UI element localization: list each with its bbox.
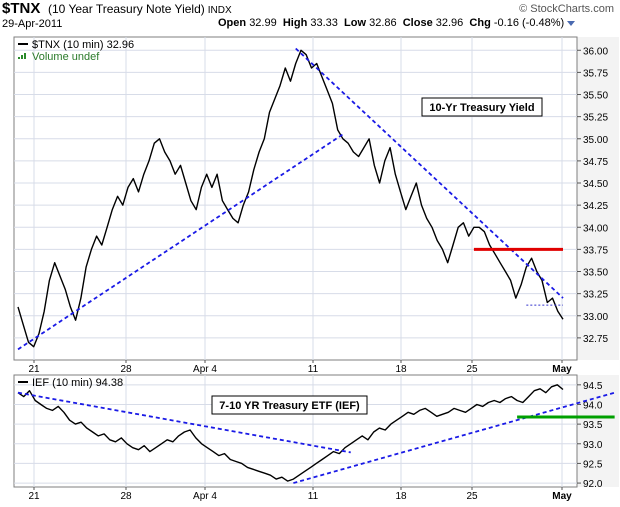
y-tick-label: 94.0 [583, 400, 603, 411]
open-label: Open [218, 17, 247, 29]
chart-panel-1: 36.00 35.75 35.50 35.25 35.00 34.75 34.50 34.25… [13, 36, 619, 375]
volume-bar [18, 57, 20, 59]
y-tick-label: 34.00 [583, 223, 608, 234]
symbol-label: $TNX [2, 0, 41, 17]
y-tick-label: 34.50 [583, 179, 608, 190]
x-tick-label: 28 [120, 491, 132, 502]
trendline [17, 391, 351, 454]
plot-area [13, 36, 578, 361]
high-label: High [282, 17, 308, 29]
x-tick-label: Apr 4 [193, 364, 217, 375]
annotation-label: 7-10 YR Treasury ETF (IEF) [219, 400, 360, 412]
y-tick-label: 35.25 [583, 113, 608, 124]
y-tick-label: 93.5 [583, 420, 603, 431]
legend-entry: IEF (10 min) 94.38 [32, 377, 123, 389]
x-tick-label: May [552, 364, 572, 375]
close-value: 32.96 [435, 17, 464, 29]
open-value: 32.99 [249, 17, 277, 29]
y-tick-label: 34.25 [583, 201, 608, 212]
y-tick-label: 33.00 [583, 312, 608, 323]
high-value: 33.33 [310, 17, 338, 29]
x-tick-label: 25 [466, 364, 478, 375]
y-tick-label: 92.0 [583, 479, 603, 490]
y-tick-label: 35.50 [583, 91, 608, 102]
y-tick-label: 34.75 [583, 157, 608, 168]
trendline [17, 133, 344, 351]
low-value: 32.86 [369, 17, 397, 29]
volume-bars-icon [18, 53, 26, 59]
chg-value: -0.16 (-0.48%) [493, 17, 565, 29]
annotation-label: 10-Yr Treasury Yield [429, 102, 534, 114]
chart-panel-2: 94.5 94.0 93.5 93.0 92.5 92.0 21 28 Apr 4 11 18 25 M… [13, 374, 619, 502]
x-tick-label: May [552, 491, 572, 502]
annotation-box [421, 97, 543, 117]
chart-header: $TNX (10 Year Treasury Note Yield) INDX 2… [0, 0, 620, 36]
legend-entry: Volume undef [32, 51, 100, 63]
ohlc-readout: Open 32.99 High 33.33 Low 32.86 Close 32… [218, 17, 564, 29]
x-tick-label: 28 [120, 364, 132, 375]
x-tick-label: 21 [28, 364, 40, 375]
volume-bar [24, 53, 26, 59]
annotation-box [211, 395, 368, 415]
exchange-label: INDX [207, 5, 232, 16]
y-tick-label: 33.50 [583, 268, 608, 279]
chart-date: 29-Apr-2011 [2, 18, 63, 30]
close-label: Close [402, 17, 433, 29]
x-tick-label: 25 [466, 491, 478, 502]
y-tick-label: 33.25 [583, 290, 608, 301]
brand-label: © StockCharts.com [519, 3, 614, 15]
y-tick-label: 35.00 [583, 135, 608, 146]
x-tick-label: 11 [308, 491, 319, 502]
symbol-name: (10 Year Treasury Note Yield) INDX [48, 2, 232, 16]
plot-area [13, 374, 578, 488]
y-tick-label: 32.75 [583, 334, 608, 345]
y-tick-label: 94.5 [583, 381, 603, 392]
price-series-line [17, 49, 564, 348]
symbol-fullname: (10 Year Treasury Note Yield) [48, 2, 205, 16]
low-label: Low [344, 17, 367, 29]
legend-entry: $TNX (10 min) 32.96 [32, 39, 134, 51]
chg-label: Chg [469, 17, 491, 29]
x-tick-label: Apr 4 [193, 491, 217, 502]
x-tick-label: 11 [308, 364, 319, 375]
price-series-line [17, 384, 564, 482]
x-tick-label: 18 [395, 491, 407, 502]
x-tick-label: 18 [395, 364, 407, 375]
x-tick-label: 21 [28, 491, 40, 502]
y-tick-label: 92.5 [583, 459, 603, 470]
volume-bar [21, 55, 23, 59]
dropdown-arrow-icon[interactable] [565, 17, 577, 29]
y-tick-label: 33.75 [583, 245, 608, 256]
y-axis-area [577, 37, 619, 360]
trendline [295, 47, 564, 299]
y-tick-label: 35.75 [583, 68, 608, 79]
y-tick-label: 93.0 [583, 440, 603, 451]
y-tick-label: 36.00 [583, 46, 608, 57]
